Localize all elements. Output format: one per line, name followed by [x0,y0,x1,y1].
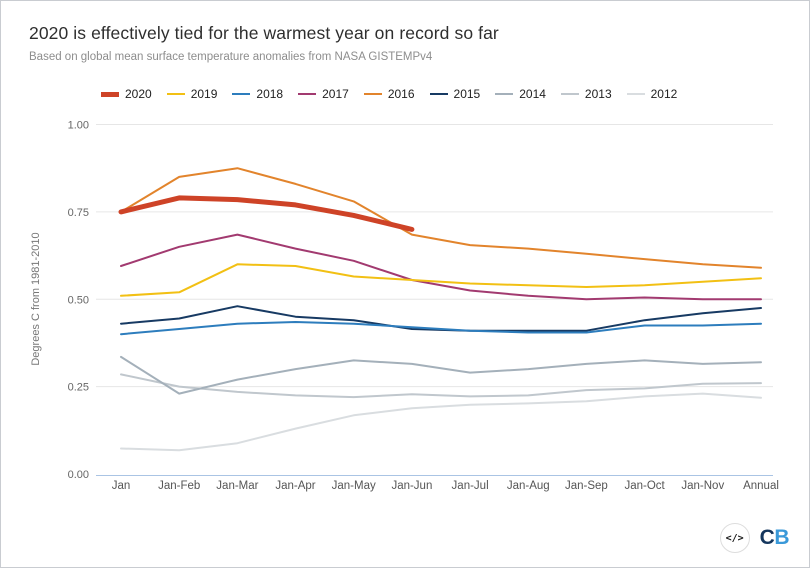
y-tick-label: 0.75 [68,207,89,219]
legend-label: 2020 [125,87,152,101]
line-2017 [120,233,762,301]
x-tick-label: Jan-Aug [507,480,550,492]
legend-item-2017[interactable]: 2017 [298,87,349,101]
x-tick-label: Jan [112,480,131,492]
legend-label: 2014 [519,87,546,101]
y-tick-label: 0.50 [68,294,89,306]
legend-swatch-2015 [429,92,448,96]
legend-swatch-2016 [363,92,382,96]
legend-swatch-2018 [232,92,251,96]
legend-item-2018[interactable]: 2018 [232,87,283,101]
legend-swatch-2014 [495,92,514,96]
legend-label: 2017 [322,87,349,101]
legend-item-2013[interactable]: 2013 [560,87,612,101]
chart-legend: 2020 2019 2018 2017 2016 2015 2014 2013 2012 [101,87,749,101]
line-2014 [120,355,762,395]
embed-code-button[interactable]: </> [719,523,750,553]
line-2018 [120,321,762,336]
x-tick-label: Annual [743,480,779,492]
legend-label: 2016 [387,87,415,101]
legend-label: 2018 [256,87,284,101]
legend-item-2014[interactable]: 2014 [495,87,546,101]
legend-label: 2015 [453,87,481,101]
line-2013 [120,373,762,399]
legend-swatch-2013 [560,92,579,96]
legend-label: 2019 [190,87,218,101]
line-2020 [118,195,415,232]
line-2012 [120,392,762,452]
chart-title: 2020 is effectively tied for the warmest… [29,23,499,43]
x-tick-label: Jan-Jun [391,480,432,492]
line-2015 [120,305,762,332]
chart-subtitle: Based on global mean surface temperature… [29,51,433,63]
line-2019 [120,263,762,297]
logo-letter-c: C [759,526,775,549]
legend-item-2019[interactable]: 2019 [166,87,218,101]
logo-letter-b: B [774,526,789,549]
legend-swatch-2019 [166,92,185,96]
y-axis-title: Degrees C from 1981-2010 [30,232,42,365]
chart-footer: </> CB [719,523,790,553]
legend-item-2020[interactable]: 2020 [101,87,152,101]
carbon-brief-logo[interactable]: CB [759,526,790,550]
legend-label: 2013 [584,87,612,101]
legend-swatch-2017 [298,92,317,96]
x-tick-label: Jan-Jul [452,480,489,492]
legend-label: 2012 [650,87,678,101]
y-tick-label: 0.25 [68,382,89,394]
legend-item-2016[interactable]: 2016 [363,87,415,101]
x-tick-label: Jan-Feb [158,480,200,492]
x-tick-label: Jan-Sep [565,480,608,492]
x-tick-label: Jan-Nov [681,480,724,492]
x-tick-label: Jan-Oct [624,480,665,492]
x-tick-label: Jan-May [332,480,376,492]
legend-swatch-2020 [101,91,119,97]
x-tick-label: Jan-Apr [275,480,315,492]
legend-swatch-2012 [626,92,645,96]
x-tick-label: Jan-Mar [216,480,258,492]
y-tick-label: 1.00 [68,120,89,132]
legend-item-2012[interactable]: 2012 [626,87,678,101]
code-icon: </> [725,532,744,544]
line-2016 [120,167,762,269]
y-tick-label: 0.00 [68,469,89,481]
legend-item-2015[interactable]: 2015 [429,87,481,101]
